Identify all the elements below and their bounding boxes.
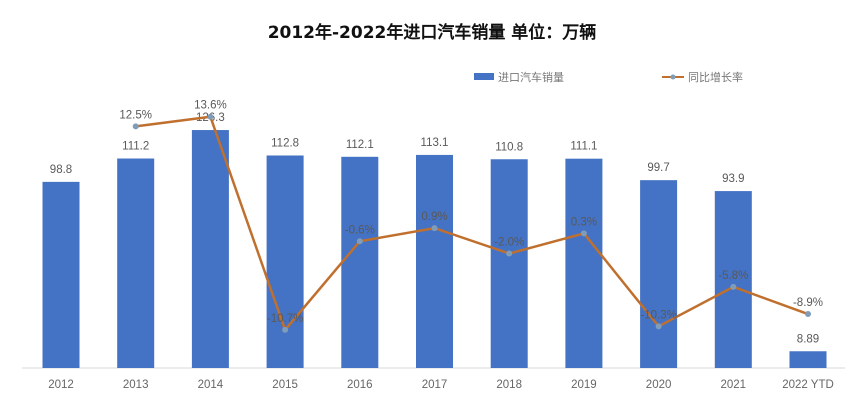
bar-data-label: 111.1 xyxy=(570,141,597,153)
legend-label-bar: 进口汽车销量 xyxy=(498,70,564,84)
bar xyxy=(640,180,678,368)
bar-data-label: 99.7 xyxy=(647,162,669,174)
legend: 进口汽车销量 同比增长率 xyxy=(474,70,743,84)
x-tick-label: 2021 xyxy=(721,379,747,391)
line-point xyxy=(207,113,214,120)
line-point xyxy=(356,238,363,245)
bar xyxy=(42,181,80,368)
legend-label-line: 同比增长率 xyxy=(688,70,743,84)
x-tick-label: 2017 xyxy=(422,379,448,391)
chart-title: 2012年-2022年进口汽车销量 单位：万辆 xyxy=(268,22,597,43)
bar-data-label: 112.8 xyxy=(271,137,299,149)
bar-data-label: 112.1 xyxy=(346,139,374,151)
bar xyxy=(490,159,528,368)
legend-swatch-bar xyxy=(474,73,494,80)
line-data-label: 0.9% xyxy=(421,211,447,223)
bar xyxy=(714,191,752,368)
line-data-label: -2.0% xyxy=(494,237,524,249)
line-data-label: -10.3% xyxy=(640,309,676,321)
bar-data-label: 110.8 xyxy=(495,141,523,153)
line-data-label: 13.6% xyxy=(194,100,227,112)
legend-swatch-marker xyxy=(670,74,676,80)
bar xyxy=(416,154,453,368)
bar xyxy=(191,130,229,368)
line-point xyxy=(132,123,139,130)
x-tick-label: 2012 xyxy=(48,379,74,391)
bar xyxy=(341,156,379,368)
growth-line xyxy=(135,115,809,333)
line-point xyxy=(431,225,438,232)
bar xyxy=(117,158,155,368)
line-point xyxy=(580,230,587,237)
bar-data-label: 8.89 xyxy=(797,333,819,345)
x-tick-label: 2014 xyxy=(198,379,224,391)
bar-data-label: 113.1 xyxy=(421,137,449,149)
line-data-label: 12.5% xyxy=(119,109,152,121)
x-tick-label: 2013 xyxy=(123,379,149,391)
x-tick-label: 2022 YTD xyxy=(782,379,834,391)
bar-data-label: 98.8 xyxy=(50,164,72,176)
line-point xyxy=(655,323,662,330)
x-tick-label: 2015 xyxy=(272,379,298,391)
line-data-label: -10.7% xyxy=(267,313,303,325)
x-tick-label: 2016 xyxy=(347,379,373,391)
bar-data-label: 93.9 xyxy=(722,173,744,185)
x-tick-label: 2018 xyxy=(496,379,522,391)
x-tick-label: 2019 xyxy=(571,379,597,391)
line-data-label: -0.6% xyxy=(345,224,375,236)
line-point xyxy=(730,283,737,290)
line-data-label: -8.9% xyxy=(793,297,823,309)
line-point xyxy=(282,326,289,333)
line-point xyxy=(506,250,513,257)
bar xyxy=(789,351,827,368)
bar xyxy=(565,158,603,368)
bar xyxy=(266,155,304,368)
line-point xyxy=(805,311,811,318)
line-data-label: 0.3% xyxy=(571,216,597,228)
bar-data-label: 111.2 xyxy=(122,140,149,152)
line-data-label: -5.8% xyxy=(718,270,748,282)
x-tick-label: 2020 xyxy=(646,379,672,391)
